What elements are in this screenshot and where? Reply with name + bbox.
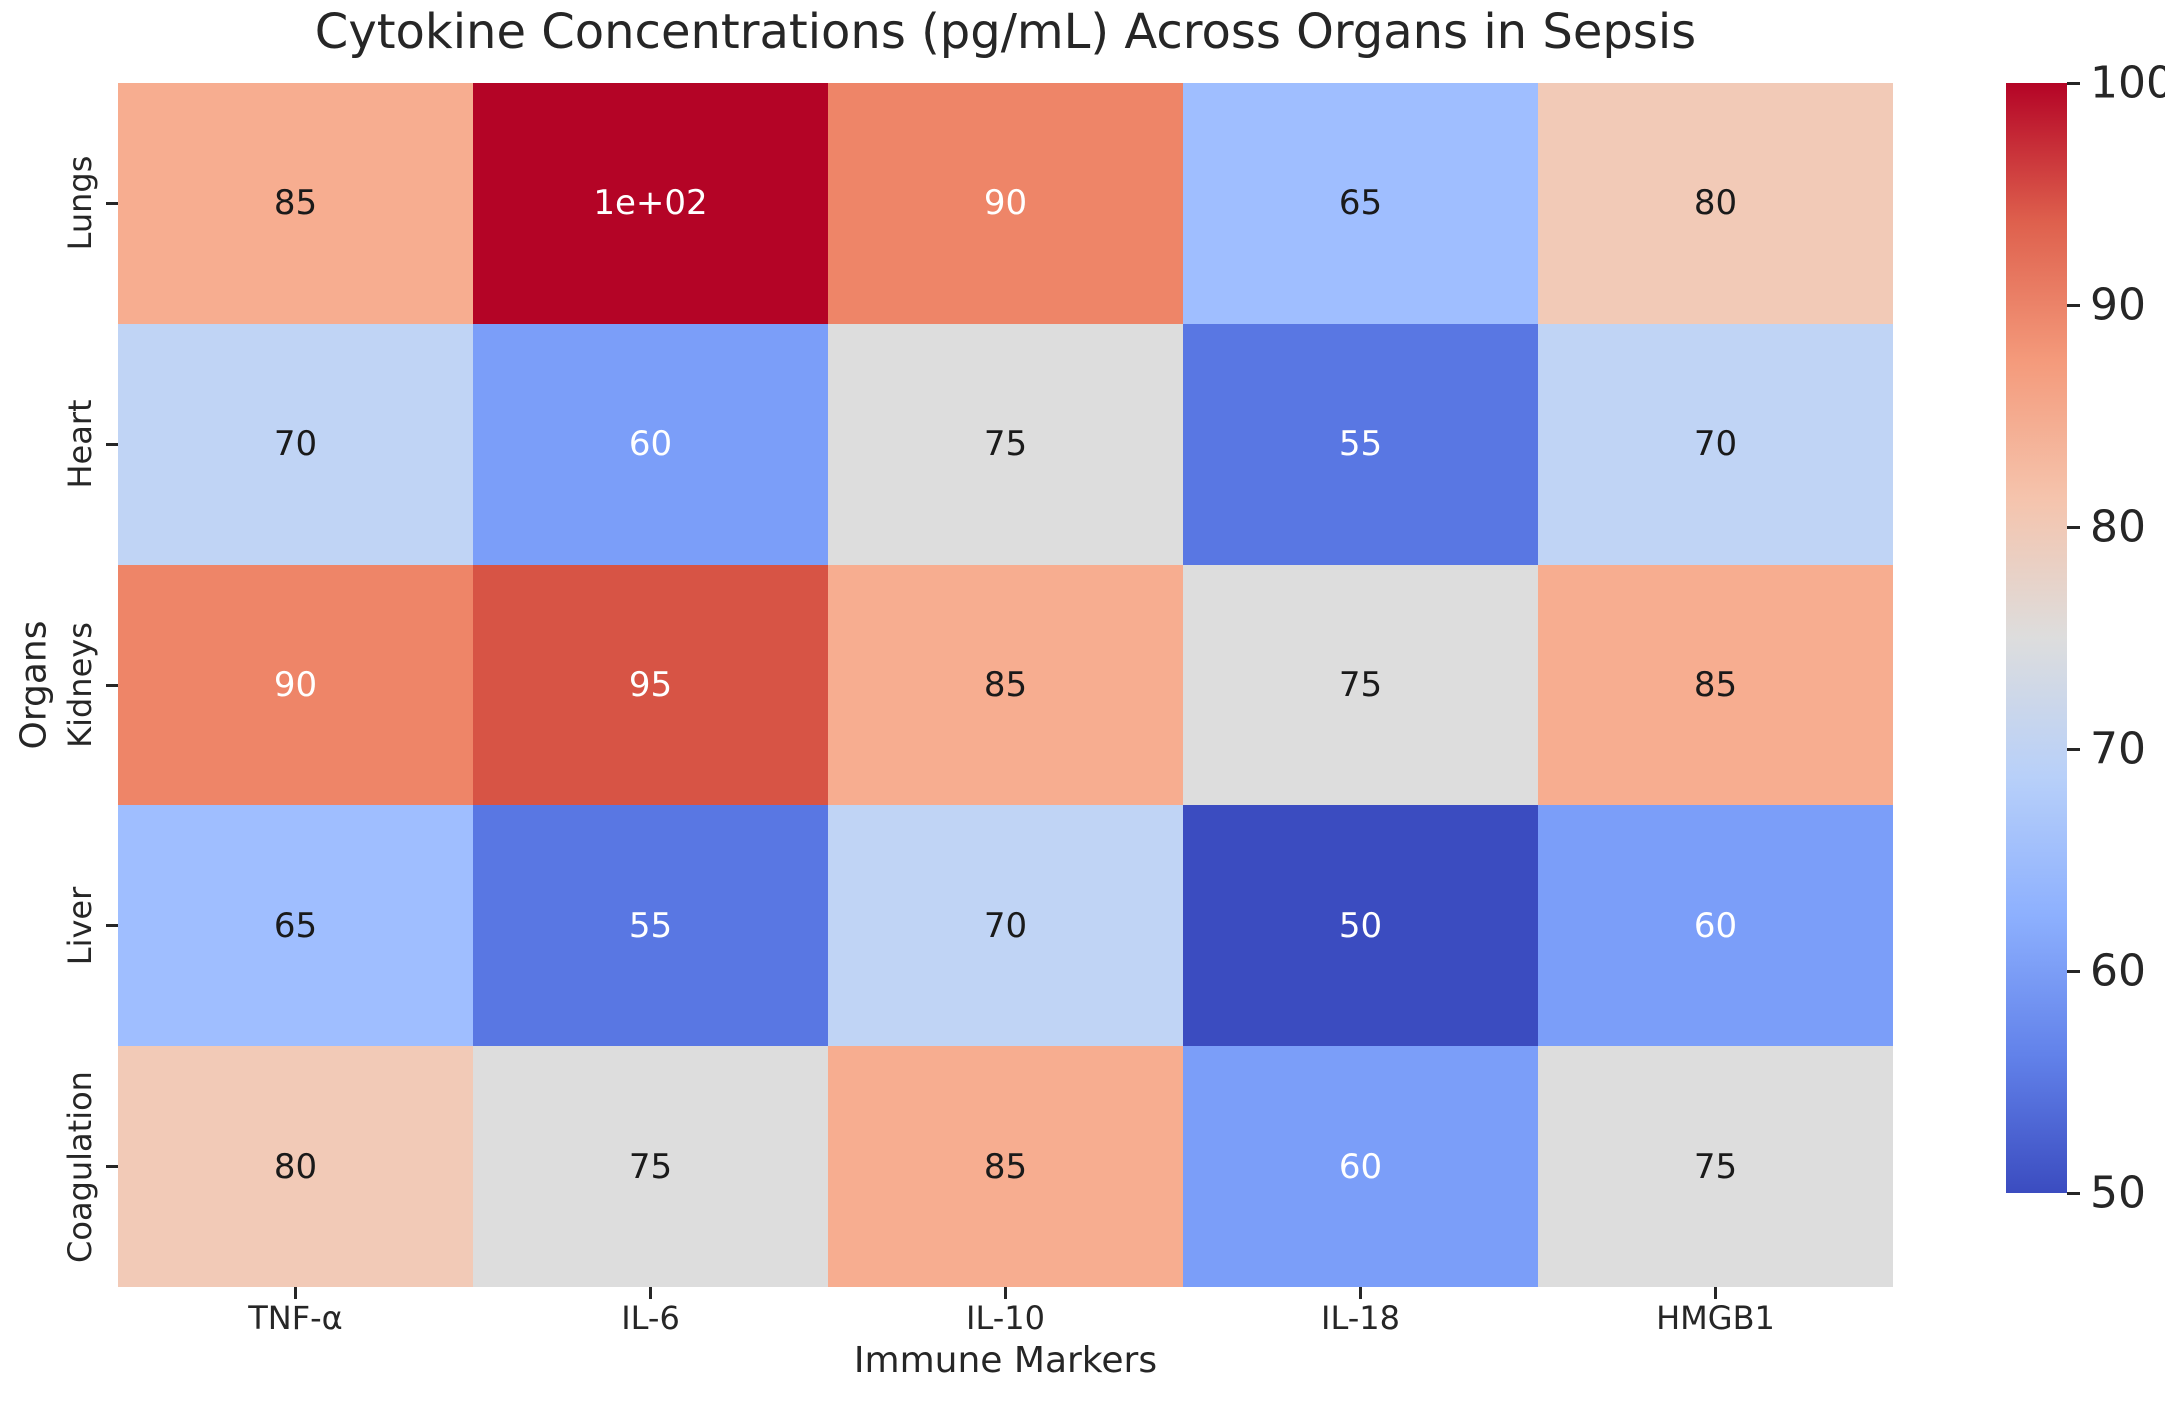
- heatmap-cell: 75: [828, 323, 1183, 565]
- colorbar-tick: [2067, 747, 2080, 751]
- x-tick: [649, 1287, 652, 1299]
- x-tick-label: IL-6: [621, 1299, 680, 1337]
- colorbar-tick: [2067, 81, 2080, 85]
- cell-value: 95: [628, 664, 673, 705]
- x-tick: [1359, 1287, 1362, 1299]
- heatmap-cell: 65: [118, 805, 473, 1047]
- cell-value: 50: [1338, 905, 1383, 946]
- y-tick: [106, 1165, 118, 1169]
- heatmap-cell: 1e+02: [473, 83, 828, 324]
- x-tick: [1004, 1287, 1007, 1299]
- colorbar-tick: [2067, 1191, 2080, 1195]
- colorbar: [2006, 83, 2067, 1193]
- cell-value: 55: [628, 905, 673, 946]
- y-tick: [106, 924, 118, 928]
- heatmap-cell: 70: [828, 805, 1183, 1047]
- cell-value: 90: [273, 664, 318, 705]
- heatmap-cell: 95: [473, 564, 828, 806]
- cell-value: 70: [1693, 424, 1738, 465]
- cell-value: 75: [983, 424, 1028, 465]
- cell-value: 80: [1693, 183, 1738, 224]
- heatmap-cell: 90: [118, 564, 473, 806]
- cell-value: 70: [273, 424, 318, 465]
- cell-value: 65: [273, 905, 318, 946]
- cell-value: 90: [983, 183, 1028, 224]
- heatmap-cell: 90: [828, 83, 1183, 324]
- heatmap-cell: 85: [118, 83, 473, 324]
- colorbar-tick-label: 80: [2090, 501, 2146, 553]
- heatmap-cell: 75: [1183, 564, 1538, 806]
- cell-value: 1e+02: [593, 183, 708, 224]
- colorbar-tick-label: 60: [2090, 945, 2146, 997]
- cell-value: 60: [1693, 905, 1738, 946]
- cell-value: 75: [628, 1146, 673, 1187]
- cell-value: 65: [1338, 183, 1383, 224]
- heatmap-cell: 60: [1183, 1046, 1538, 1287]
- y-tick: [106, 442, 118, 446]
- y-tick-label: Kidneys: [61, 622, 99, 748]
- heatmap-cell: 85: [828, 1046, 1183, 1287]
- heatmap-cell: 55: [473, 805, 828, 1047]
- y-tick-label: Liver: [61, 886, 99, 966]
- heatmap-cell: 70: [118, 323, 473, 565]
- heatmap-grid: 85 1e+02 90 65 80 70 60 75 55 70 90 95 85 75 85 65 55 70 5…: [118, 83, 1893, 1287]
- x-tick-label: IL-10: [966, 1299, 1045, 1337]
- cell-value: 85: [273, 183, 318, 224]
- cell-value: 80: [273, 1146, 318, 1187]
- heatmap-cell: 75: [1538, 1046, 1893, 1287]
- cell-value: 75: [1338, 664, 1383, 705]
- x-tick-label: TNF-α: [248, 1299, 343, 1337]
- y-tick-label: Coagulation: [61, 1070, 99, 1263]
- x-axis-label: Immune Markers: [853, 1340, 1158, 1381]
- colorbar-tick: [2067, 525, 2080, 529]
- chart-title: Cytokine Concentrations (pg/mL) Across O…: [314, 4, 1697, 60]
- cell-value: 85: [1693, 664, 1738, 705]
- colorbar-tick: [2067, 303, 2080, 307]
- colorbar-tick: [2067, 969, 2080, 973]
- y-tick: [106, 683, 118, 687]
- heatmap-cell: 80: [118, 1046, 473, 1287]
- heatmap-cell: 85: [828, 564, 1183, 806]
- x-tick: [294, 1287, 297, 1299]
- x-tick: [1714, 1287, 1717, 1299]
- colorbar-tick-label: 100: [2090, 57, 2165, 109]
- cell-value: 60: [628, 424, 673, 465]
- x-tick-label: HMGB1: [1656, 1299, 1775, 1337]
- y-tick-label: Heart: [61, 399, 99, 489]
- heatmap-cell: 70: [1538, 323, 1893, 565]
- cell-value: 75: [1693, 1146, 1738, 1187]
- heatmap-cell: 80: [1538, 83, 1893, 324]
- cell-value: 85: [983, 1146, 1028, 1187]
- heatmap-cell: 55: [1183, 323, 1538, 565]
- heatmap-cell: 50: [1183, 805, 1538, 1047]
- heatmap-cell: 75: [473, 1046, 828, 1287]
- x-tick-label: IL-18: [1321, 1299, 1400, 1337]
- heatmap-cell: 85: [1538, 564, 1893, 806]
- y-tick: [106, 201, 118, 205]
- colorbar-tick-label: 50: [2090, 1167, 2146, 1219]
- colorbar-tick-label: 90: [2090, 279, 2146, 331]
- y-axis-label: Organs: [13, 620, 55, 750]
- y-tick-label: Lungs: [61, 155, 99, 251]
- cell-value: 60: [1338, 1146, 1383, 1187]
- heatmap-cell: 65: [1183, 83, 1538, 324]
- cell-value: 70: [983, 905, 1028, 946]
- heatmap-cell: 60: [1538, 805, 1893, 1047]
- colorbar-tick-label: 70: [2090, 723, 2146, 775]
- cell-value: 55: [1338, 424, 1383, 465]
- cell-value: 85: [983, 664, 1028, 705]
- heatmap-cell: 60: [473, 323, 828, 565]
